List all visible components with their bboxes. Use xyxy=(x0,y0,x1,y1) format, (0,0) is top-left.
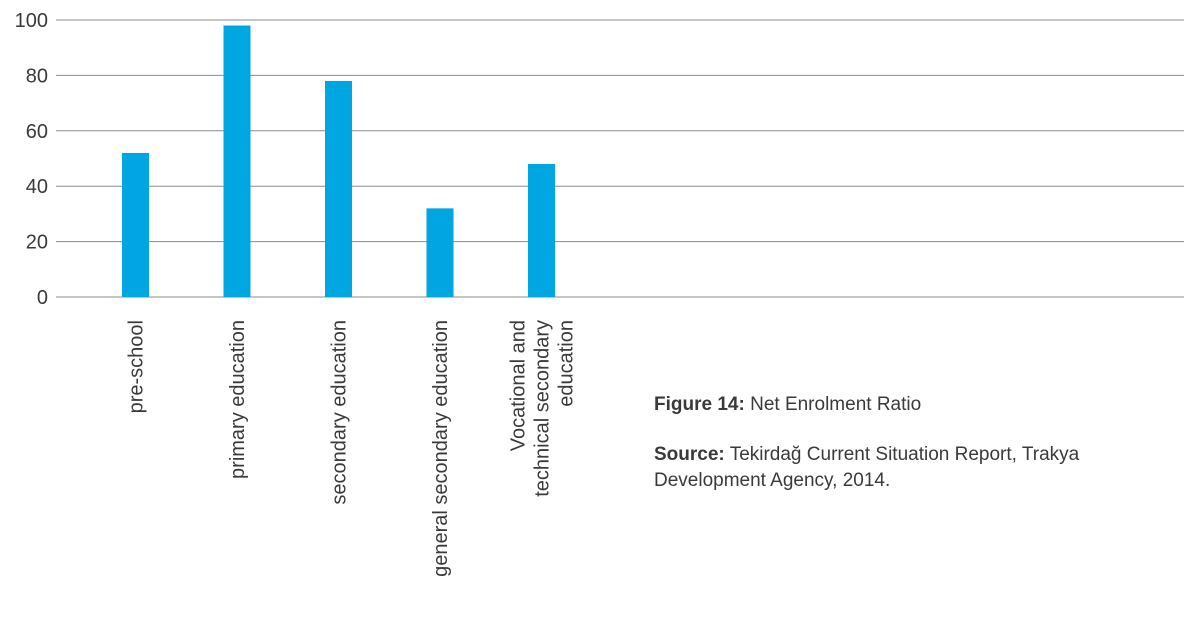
bar xyxy=(528,164,555,297)
category-label: Vocational and technical secondary educati… xyxy=(508,320,578,497)
y-tick-label: 80 xyxy=(26,65,48,87)
source-text-line2: Development Agency, 2014. xyxy=(654,470,891,491)
x-axis-category-labels: pre-school primary education secondary edu… xyxy=(126,320,578,577)
category-label-line: Vocational and xyxy=(508,320,530,451)
figure-title: Net Enrolment Ratio xyxy=(750,394,922,415)
source-caption: Source: Tekirdağ Current Situation Repor… xyxy=(654,442,1079,494)
y-axis-tick-labels: 0 20 40 60 80 100 xyxy=(15,10,48,309)
category-label: pre-school xyxy=(126,320,148,413)
bar xyxy=(426,208,454,297)
y-tick-label: 60 xyxy=(26,121,48,143)
y-tick-label: 100 xyxy=(15,10,48,32)
figure-label: Figure 14: xyxy=(654,394,745,415)
category-label-line: primary education xyxy=(227,320,249,479)
category-label-line: pre-school xyxy=(126,320,148,413)
category-label-line: education xyxy=(556,320,578,407)
category-label-line: secondary education xyxy=(329,320,351,505)
category-label-line: general secondary education xyxy=(430,320,452,577)
category-label: general secondary education xyxy=(430,320,452,577)
category-label-line: technical secondary xyxy=(532,320,554,497)
category-label: primary education xyxy=(227,320,249,479)
source-text-line1: Tekirdağ Current Situation Report, Traky… xyxy=(729,444,1080,465)
source-label: Source: xyxy=(654,444,725,465)
bar xyxy=(223,25,251,297)
bar xyxy=(122,152,149,297)
y-tick-label: 20 xyxy=(26,232,48,254)
category-label: secondary education xyxy=(329,320,351,505)
y-tick-label: 0 xyxy=(37,287,48,309)
figure-caption: Figure 14: Net Enrolment Ratio xyxy=(654,392,921,418)
bars xyxy=(122,25,555,297)
bar xyxy=(325,80,352,297)
y-tick-label: 40 xyxy=(26,176,48,198)
